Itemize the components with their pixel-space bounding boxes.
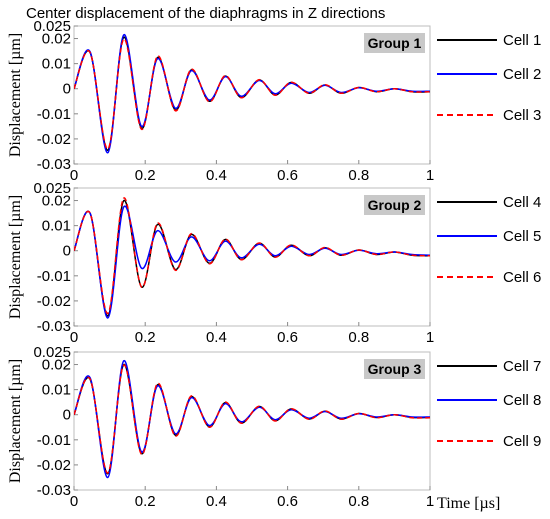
- y-tick-label: 0.02: [42, 193, 71, 210]
- legend-label: Cell 6: [503, 269, 541, 286]
- legend-label: Cell 5: [503, 228, 541, 245]
- legend-item: Cell 2: [437, 66, 541, 83]
- x-tick-label: 0.8: [348, 493, 369, 510]
- y-tick-label: 0: [63, 243, 71, 260]
- group-label: Group 2: [364, 195, 425, 215]
- legend-item: Cell 6: [437, 269, 541, 286]
- x-tick-label: 0.2: [135, 493, 156, 510]
- y-tick-label: -0.01: [37, 268, 71, 285]
- legend-item: Cell 7: [437, 358, 541, 375]
- group-label-text: Group 3: [368, 361, 422, 377]
- legend-item: Cell 5: [437, 228, 541, 245]
- legend-item: Cell 1: [437, 32, 541, 49]
- x-tick-label: 0.2: [135, 329, 156, 346]
- figure-title: Center displacement of the diaphragms in…: [26, 5, 385, 22]
- group-label-box: [364, 33, 425, 53]
- y-tick-label: 0: [63, 81, 71, 98]
- x-tick-label: 0.4: [206, 329, 227, 346]
- legend-item: Cell 8: [437, 392, 541, 409]
- y-tick-label: 0.025: [33, 18, 71, 35]
- series-line-cell-9: [74, 364, 430, 474]
- y-tick-label: -0.03: [37, 482, 71, 499]
- group-label-box: [364, 195, 425, 215]
- legend-item: Cell 3: [437, 107, 541, 124]
- legend-label: Cell 3: [503, 107, 541, 124]
- y-tick-label: -0.03: [37, 156, 71, 173]
- x-tick-label: 0: [70, 329, 78, 346]
- series-line-cell-6: [74, 197, 430, 315]
- y-axis-label: Displacement [µm]: [7, 359, 24, 483]
- y-tick-label: 0.025: [33, 344, 71, 361]
- y-tick-label: 0.01: [42, 382, 71, 399]
- series-line-cell-3: [74, 38, 430, 150]
- y-tick-label: -0.02: [37, 457, 71, 474]
- y-axis-label: Displacement [µm]: [7, 33, 24, 157]
- group-label-text: Group 1: [368, 35, 422, 51]
- y-tick-label: 0.02: [42, 357, 71, 374]
- legend-label: Cell 1: [503, 32, 541, 49]
- x-tick-label: 0.8: [348, 167, 369, 184]
- y-tick-label: -0.01: [37, 432, 71, 449]
- y-tick-label: 0.02: [42, 31, 71, 48]
- y-tick-label: 0.01: [42, 218, 71, 235]
- series-line-cell-5: [74, 205, 430, 319]
- x-tick-label: 1: [426, 329, 434, 346]
- legend-item: Cell 9: [437, 433, 541, 450]
- legend-label: Cell 7: [503, 358, 541, 375]
- group-label-box: [364, 359, 425, 379]
- legend-item: Cell 4: [437, 194, 541, 211]
- legend-label: Cell 8: [503, 392, 541, 409]
- x-tick-label: 0.4: [206, 493, 227, 510]
- series-lines: [74, 360, 430, 479]
- x-tick-label: 0: [70, 493, 78, 510]
- group-label: Group 1: [364, 33, 425, 53]
- y-tick-label: 0.025: [33, 180, 71, 197]
- x-tick-label: 0: [70, 167, 78, 184]
- y-tick-label: 0: [63, 407, 71, 424]
- x-tick-label: 0.6: [277, 167, 298, 184]
- x-tick-label: 0.6: [277, 493, 298, 510]
- series-lines: [74, 34, 430, 154]
- x-tick-label: 0.2: [135, 167, 156, 184]
- series-lines: [74, 197, 430, 319]
- y-tick-label: -0.02: [37, 293, 71, 310]
- legend-label: Cell 9: [503, 433, 541, 450]
- y-tick-label: -0.03: [37, 318, 71, 335]
- group-label-text: Group 2: [368, 197, 422, 213]
- legend-label: Cell 4: [503, 194, 541, 211]
- y-tick-label: -0.01: [37, 106, 71, 123]
- legend-label: Cell 2: [503, 66, 541, 83]
- y-tick-label: 0.01: [42, 56, 71, 73]
- y-axis-label: Displacement [µm]: [7, 195, 24, 319]
- x-tick-label: 1: [426, 167, 434, 184]
- x-tick-label: 1: [426, 493, 434, 510]
- y-tick-label: -0.02: [37, 131, 71, 148]
- group-label: Group 3: [364, 359, 425, 379]
- x-axis-label: Time [µs]: [437, 495, 500, 512]
- x-tick-label: 0.8: [348, 329, 369, 346]
- x-tick-label: 0.4: [206, 167, 227, 184]
- x-tick-label: 0.6: [277, 329, 298, 346]
